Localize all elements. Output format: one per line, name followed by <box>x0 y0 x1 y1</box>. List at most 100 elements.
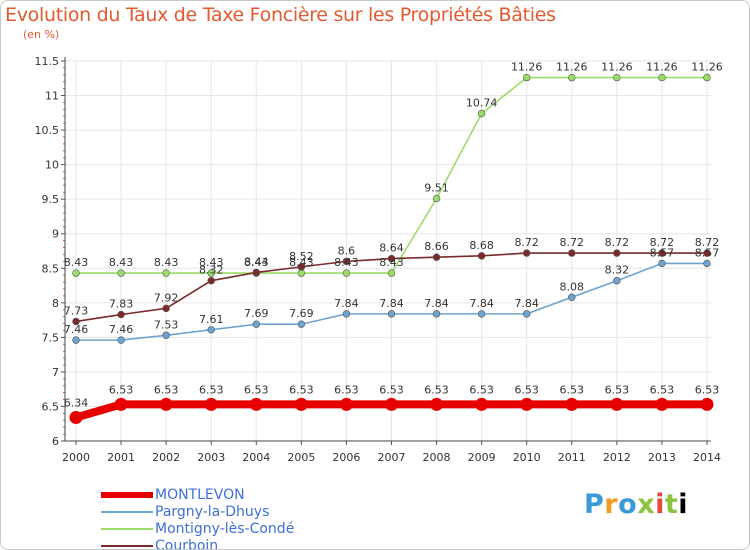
data-label: 8.43 <box>64 256 89 269</box>
data-label: 7.46 <box>64 323 89 336</box>
x-tick-label: 2012 <box>603 451 631 464</box>
data-point[interactable] <box>655 397 669 411</box>
data-point[interactable] <box>432 194 441 203</box>
data-label: 7.46 <box>109 323 134 336</box>
data-label: 6.53 <box>244 383 269 396</box>
data-point[interactable] <box>477 310 486 318</box>
data-point[interactable] <box>72 317 80 326</box>
data-point[interactable] <box>703 249 711 257</box>
data-point[interactable] <box>159 397 173 411</box>
data-point[interactable] <box>162 331 170 339</box>
data-point[interactable] <box>568 293 576 301</box>
data-point[interactable] <box>658 249 666 257</box>
y-tick-label: 10.5 <box>35 124 60 137</box>
data-label: 7.84 <box>424 297 449 310</box>
data-point[interactable] <box>162 304 170 313</box>
data-point[interactable] <box>477 252 486 260</box>
y-unit-label: (en %) <box>23 28 60 41</box>
data-point[interactable] <box>430 397 444 411</box>
data-point[interactable] <box>610 397 624 411</box>
data-point[interactable] <box>342 257 351 266</box>
legend-item-pargny-la-dhuys[interactable]: Pargny-la-Dhuys <box>101 504 294 521</box>
data-point[interactable] <box>204 397 218 411</box>
data-point[interactable] <box>522 310 531 318</box>
data-point[interactable] <box>207 277 215 285</box>
data-label: 6.53 <box>199 383 224 396</box>
data-point[interactable] <box>252 320 260 328</box>
chart-title: Evolution du Taux de Taxe Foncière sur l… <box>5 4 556 26</box>
data-point[interactable] <box>613 73 621 82</box>
data-point[interactable] <box>114 397 128 411</box>
x-tick-label: 2001 <box>107 451 135 464</box>
data-point[interactable] <box>522 73 531 82</box>
data-point[interactable] <box>297 320 306 328</box>
y-tick-label: 9 <box>52 228 59 241</box>
data-point[interactable] <box>207 269 215 277</box>
data-point[interactable] <box>475 397 489 411</box>
data-point[interactable] <box>432 253 441 261</box>
data-point[interactable] <box>117 310 125 319</box>
y-tick-label: 8 <box>52 297 59 310</box>
data-label: 8.72 <box>695 236 720 249</box>
data-point[interactable] <box>162 269 170 277</box>
data-point[interactable] <box>339 397 353 411</box>
data-point[interactable] <box>658 73 666 82</box>
data-point[interactable] <box>297 263 306 271</box>
data-point[interactable] <box>297 269 306 277</box>
x-tick-label: 2004 <box>242 451 270 464</box>
data-point[interactable] <box>432 310 441 318</box>
y-tick-label: 8.5 <box>42 262 60 275</box>
legend-swatch <box>101 545 153 547</box>
data-label: 7.61 <box>199 313 224 326</box>
data-label: 11.26 <box>601 61 633 74</box>
x-tick-label: 2009 <box>468 451 496 464</box>
data-point[interactable] <box>249 397 263 411</box>
data-point[interactable] <box>384 397 398 411</box>
data-point[interactable] <box>568 249 576 257</box>
x-tick-label: 2007 <box>377 451 405 464</box>
data-point[interactable] <box>658 259 666 268</box>
data-label: 8.08 <box>560 280 585 293</box>
data-point[interactable] <box>72 336 80 344</box>
data-point[interactable] <box>565 397 579 411</box>
data-point[interactable] <box>387 310 396 318</box>
legend-label: MONTLEVON <box>155 487 245 503</box>
data-point[interactable] <box>522 249 531 257</box>
data-label: 7.84 <box>469 297 494 310</box>
data-point[interactable] <box>342 310 351 318</box>
data-point[interactable] <box>613 249 621 257</box>
data-point[interactable] <box>703 259 711 268</box>
data-label: 8.72 <box>514 236 539 249</box>
legend-item-courboin[interactable]: Courboin <box>101 538 294 549</box>
data-point[interactable] <box>117 336 125 344</box>
data-label: 8.66 <box>424 240 449 253</box>
data-point[interactable] <box>700 397 714 411</box>
data-point[interactable] <box>477 109 486 118</box>
data-point[interactable] <box>69 411 83 425</box>
data-point[interactable] <box>387 254 396 263</box>
data-point[interactable] <box>294 397 308 411</box>
data-label: 6.53 <box>154 383 179 396</box>
data-point[interactable] <box>703 73 711 82</box>
data-point[interactable] <box>117 269 125 277</box>
data-label: 6.53 <box>650 383 675 396</box>
data-point[interactable] <box>613 277 621 285</box>
data-point[interactable] <box>568 73 576 82</box>
data-label: 8.32 <box>199 264 224 277</box>
legend-swatch <box>101 511 153 513</box>
legend-item-montlevon[interactable]: MONTLEVON <box>101 487 294 504</box>
data-point[interactable] <box>342 269 351 277</box>
data-label: 8.44 <box>244 255 269 268</box>
data-point[interactable] <box>520 397 534 411</box>
data-label: 9.51 <box>424 181 449 194</box>
legend-item-montigny-les-conde[interactable]: Montigny-lès-Condé <box>101 521 294 538</box>
legend: MONTLEVON Pargny-la-Dhuys Montigny-lès-C… <box>101 487 294 549</box>
data-point[interactable] <box>72 269 80 277</box>
data-point[interactable] <box>252 268 260 277</box>
data-label: 11.26 <box>646 61 678 74</box>
data-label: 7.83 <box>109 298 134 311</box>
y-tick-label: 6 <box>52 435 59 448</box>
data-point[interactable] <box>207 326 215 334</box>
data-point[interactable] <box>387 269 396 277</box>
